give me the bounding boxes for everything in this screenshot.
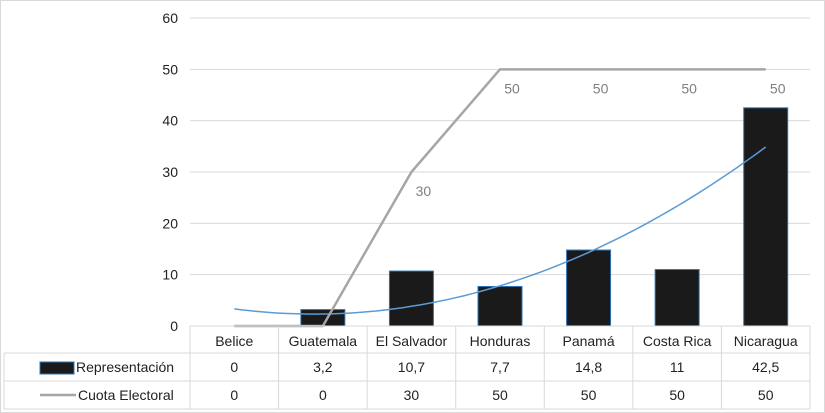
y-tick-label: 40: [162, 113, 178, 129]
table-cell: 0: [230, 359, 238, 375]
table-cell: 11: [670, 359, 685, 375]
bar-El Salvador: [388, 270, 434, 327]
y-tick-label: 10: [162, 267, 178, 283]
category-label: Honduras: [470, 333, 531, 349]
y-tick-label: 30: [162, 164, 178, 180]
table-cell: 30: [404, 387, 420, 403]
table-cell: 0: [319, 387, 327, 403]
trendline: [234, 146, 767, 315]
legend-key-representacion: [39, 361, 75, 375]
category-label: Costa Rica: [643, 333, 712, 349]
category-label: El Salvador: [376, 333, 448, 349]
table-cell: 50: [581, 387, 597, 403]
bar-Panamá: [566, 249, 612, 327]
y-tick-label: 0: [170, 318, 178, 334]
data-label: 30: [416, 183, 432, 199]
table-cell: 50: [669, 387, 685, 403]
table-cell: 50: [492, 387, 508, 403]
bar-Honduras: [477, 285, 523, 327]
table-cell: 50: [758, 387, 774, 403]
data-label: 50: [504, 80, 520, 96]
data-label: 50: [681, 80, 697, 96]
data-label: 50: [770, 80, 786, 96]
y-tick-label: 20: [162, 215, 178, 231]
data-label: 50: [593, 80, 609, 96]
category-label: Panamá: [562, 333, 614, 349]
y-tick-label: 60: [162, 10, 178, 26]
category-label: Nicaragua: [734, 333, 798, 349]
y-tick-label: 50: [162, 61, 178, 77]
category-label: Belice: [215, 333, 253, 349]
table-cell: 3,2: [313, 359, 333, 375]
bar-Costa Rica: [654, 269, 700, 327]
category-label: Guatemala: [289, 333, 358, 349]
bar-Nicaragua: [743, 107, 789, 327]
table-cell: 7,7: [490, 359, 510, 375]
legend-label: Representación: [76, 359, 174, 375]
legend-label: Cuota Electoral: [78, 387, 174, 403]
table-cell: 0: [230, 387, 238, 403]
table-cell: 42,5: [752, 359, 779, 375]
table-cell: 10,7: [398, 359, 425, 375]
table-cell: 14,8: [575, 359, 602, 375]
